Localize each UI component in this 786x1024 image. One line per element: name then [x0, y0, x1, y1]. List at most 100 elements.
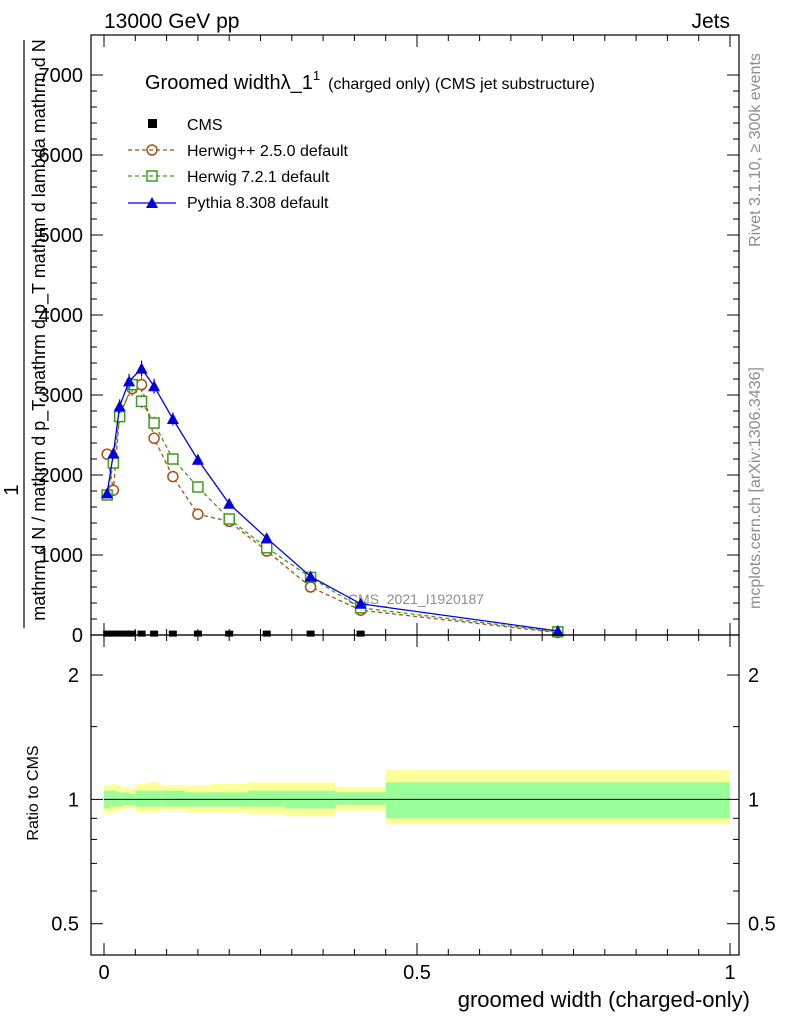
header-energy-label: 13000 GeV pp — [104, 10, 239, 33]
ratio-inner-band — [135, 790, 148, 807]
ratio-inner-band — [385, 782, 730, 819]
main-ytick-label: 1000 — [39, 545, 84, 567]
ratio-ytick-label-right: 2 — [748, 665, 759, 687]
cms-data-point — [137, 630, 146, 637]
legend-marker-cms — [148, 119, 157, 128]
rivet-version-label: Rivet 3.1.10, ≥ 300k events — [747, 53, 764, 247]
cms-data-point — [109, 630, 118, 637]
series-point — [123, 375, 136, 387]
main-ytick-label: 4000 — [39, 305, 84, 327]
cms-data-layer — [103, 630, 365, 637]
legend-label-herwig7: Herwig 7.2.1 default — [187, 169, 330, 186]
ratio-xtick-label: 1 — [724, 962, 735, 984]
ratio-xtick-label: 0.5 — [403, 962, 431, 984]
legend-label-cms: CMS — [187, 117, 223, 134]
series-point — [148, 432, 160, 444]
series-point — [167, 470, 179, 483]
series-layer — [101, 360, 564, 639]
legend-label-pythia: Pythia 8.308 default — [187, 195, 329, 212]
main-y-axis-label: 1 mathrm d N / mathrm d p_T mathrm d p_T… — [1, 39, 50, 628]
legend-marker-herwigpp — [146, 144, 158, 156]
ratio-ytick-label: 2 — [68, 665, 79, 687]
legend-item-cms: CMS — [148, 117, 223, 134]
cms-data-point — [121, 630, 130, 637]
series-point — [113, 410, 126, 423]
ratio-inner-band — [147, 790, 161, 807]
legend-marker-herwig7 — [146, 170, 158, 182]
main-ytick-label: 6000 — [39, 145, 84, 167]
ratio-inner-band — [122, 792, 130, 805]
series-point — [354, 597, 367, 609]
ratio-y-axis: 0.5 0.5 1 1 2 2 — [51, 634, 776, 936]
series-point — [135, 395, 148, 408]
series-point — [191, 453, 204, 465]
legend-item-herwigpp: Herwig++ 2.5.0 default — [128, 143, 349, 160]
plot-title-main: Groomed widthλ_1 — [145, 72, 313, 94]
series-line — [106, 367, 558, 632]
cms-data-point — [115, 630, 124, 637]
ratio-ytick-label: 0.5 — [51, 914, 79, 936]
ratio-ytick-label-right: 1 — [748, 789, 759, 811]
series-point — [223, 497, 236, 509]
series-point — [107, 457, 120, 469]
ratio-inner-band — [110, 790, 117, 807]
cms-data-point — [225, 630, 234, 637]
y-axis-label-numerator: 1 — [1, 484, 23, 495]
main-panel: 0 1000 2000 3000 4000 5000 6000 7000 CMS_2021_I… — [1, 34, 740, 647]
series-point — [304, 581, 317, 593]
cms-data-point — [128, 630, 137, 637]
main-ytick-label: 7000 — [39, 65, 84, 87]
main-ytick-label: 5000 — [39, 225, 84, 247]
mcplots-label: mcplots.cern.ch [arXiv:1306.3436] — [747, 367, 764, 609]
main-ytick-label: 2000 — [39, 465, 84, 487]
ratio-inner-band — [247, 790, 286, 807]
series-point — [260, 532, 273, 544]
series-point — [113, 400, 126, 412]
cms-data-point — [262, 630, 271, 637]
cms-data-point — [356, 630, 365, 637]
series-point — [107, 447, 120, 459]
series-point — [166, 413, 179, 424]
cms-data-point — [193, 630, 202, 637]
main-ytick-label: 0 — [72, 625, 83, 647]
analysis-watermark: CMS_2021_I1920187 — [348, 591, 484, 607]
cms-data-point — [103, 630, 112, 637]
legend-label-herwigpp: Herwig++ 2.5.0 default — [187, 143, 349, 160]
cms-data-point — [150, 630, 159, 637]
cms-data-point — [168, 630, 177, 637]
series-point — [261, 542, 273, 554]
series-point — [135, 378, 148, 391]
ratio-uncertainty-bands — [104, 769, 730, 825]
ratio-inner-band — [335, 792, 386, 805]
main-ytick-label: 3000 — [39, 385, 84, 407]
legend-marker-pythia — [146, 197, 158, 208]
series-point — [551, 625, 564, 636]
plot-title-rest: (charged only) (CMS jet substructure) — [328, 76, 595, 93]
plot-title: Groomed widthλ_11 (charged only) (CMS jet… — [145, 68, 595, 94]
ratio-panel: 0.5 0.51 12 2 0 0.5 1 Ratio to CMS groomed wi… — [25, 634, 776, 1012]
cms-data-point — [306, 630, 315, 637]
series-point — [148, 417, 160, 429]
series-point — [167, 453, 179, 465]
series-point — [192, 481, 204, 493]
series-point — [101, 487, 114, 499]
legend-item-herwig7: Herwig 7.2.1 default — [128, 169, 330, 186]
ratio-xtick-label: 0 — [98, 962, 109, 984]
series-point — [304, 570, 317, 582]
ratio-x-axis: 0 0.5 1 — [98, 635, 736, 984]
ratio-ytick-label-right: 0.5 — [748, 914, 776, 936]
series-point — [135, 362, 148, 374]
series-point — [192, 508, 204, 520]
series-point — [148, 380, 161, 392]
ratio-inner-band — [160, 790, 186, 807]
x-axis-label: groomed width (charged-only) — [458, 987, 750, 1012]
legend: CMS Herwig++ 2.5.0 default Herwig 7.2.1 … — [128, 117, 349, 212]
ratio-y-axis-label: Ratio to CMS — [25, 745, 42, 840]
legend-item-pythia: Pythia 8.308 default — [128, 195, 329, 212]
header-process-label: Jets — [691, 10, 730, 33]
y-axis-label-denominator: mathrm d N / mathrm d p_T mathrm d p_T m… — [29, 39, 50, 621]
plot-title-sup: 1 — [313, 68, 320, 83]
ratio-ytick-label: 1 — [68, 789, 79, 811]
ratio-frame — [90, 634, 740, 956]
